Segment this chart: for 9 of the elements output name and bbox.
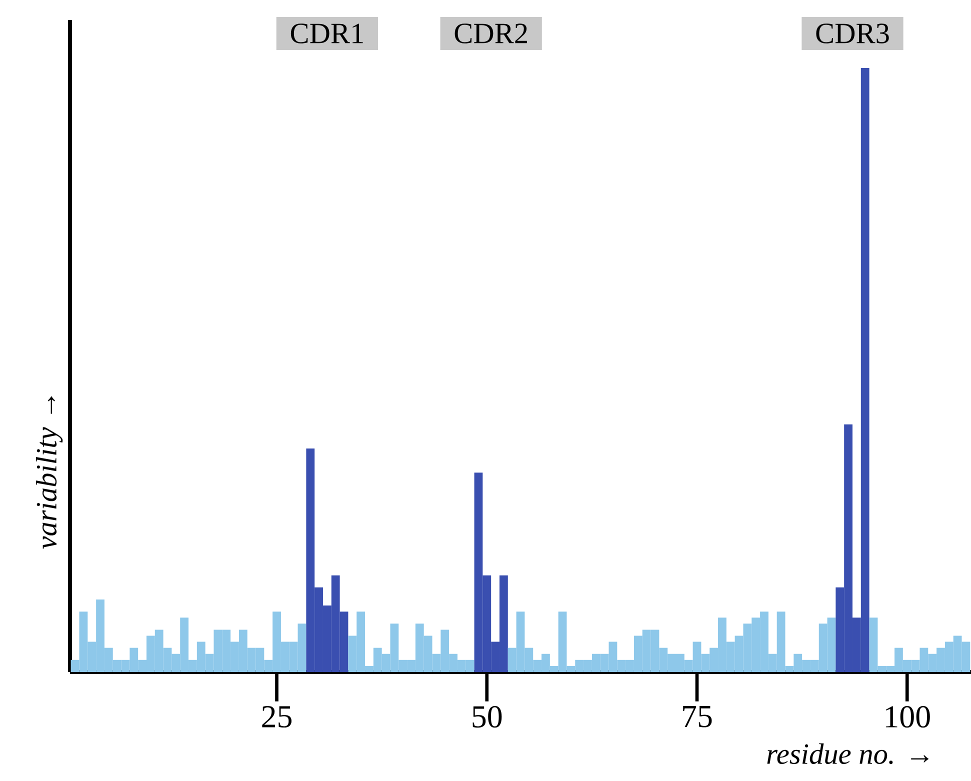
text: CDR3 [816, 24, 889, 44]
text: CDR2 [454, 24, 527, 44]
y-axis-title: variability → [36, 396, 63, 549]
x-tick-label: 25 [262, 706, 292, 728]
text: CDR1 [290, 24, 363, 44]
x-tick-label: 50 [472, 706, 502, 728]
x-tick-label: 75 [683, 706, 712, 728]
x-axis-title: residue no. → [767, 743, 928, 764]
x-tick-label: 100 [886, 706, 930, 728]
